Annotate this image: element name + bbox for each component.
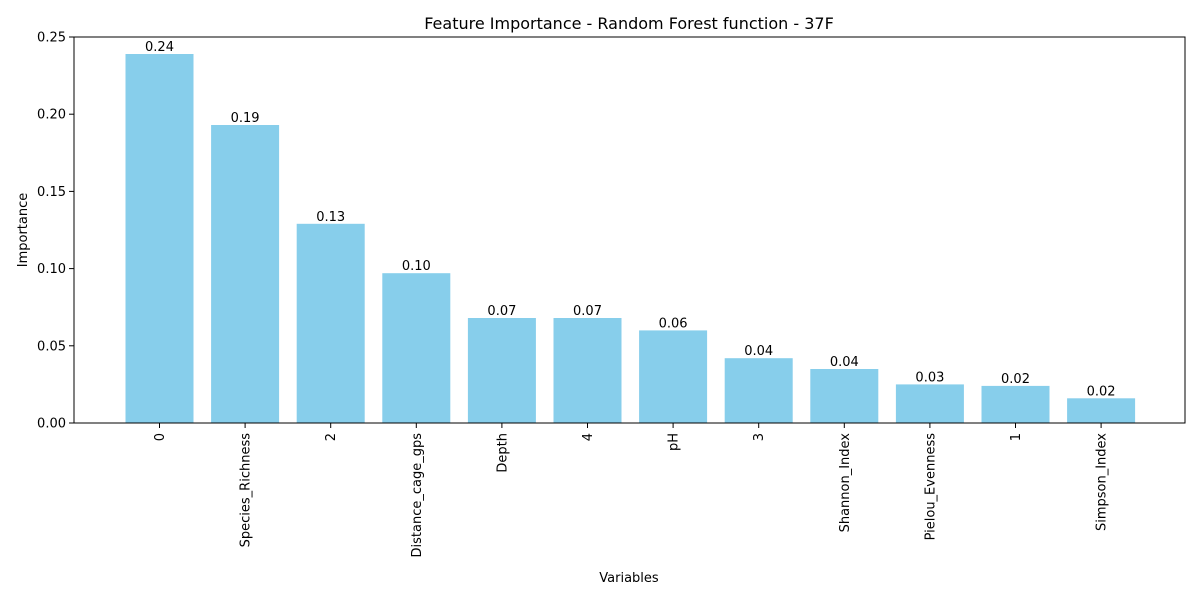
x-tick-label: Simpson_Index	[1095, 433, 1110, 531]
y-tick-label: 0.25	[37, 31, 66, 46]
data-label: 0.10	[402, 259, 431, 274]
chart-title: Feature Importance - Random Forest funct…	[424, 14, 834, 33]
data-label: 0.02	[1001, 372, 1030, 387]
bar-pielou-evenness	[896, 384, 964, 423]
y-tick-label: 0.05	[37, 339, 66, 354]
x-tick-label: Species_Richness	[239, 433, 254, 548]
data-label: 0.13	[316, 210, 345, 225]
x-tick-label: 4	[581, 433, 596, 441]
bar-0	[126, 54, 194, 423]
y-axis: 0.00 0.05 0.10 0.15 0.20 0.25	[37, 31, 74, 432]
bar-depth	[468, 318, 536, 423]
y-tick-label: 0.00	[37, 417, 66, 432]
x-tick-label: Pielou_Evenness	[923, 433, 938, 541]
x-tick-label: 3	[752, 433, 767, 441]
data-label: 0.06	[659, 316, 688, 331]
x-tick-label: 1	[1009, 433, 1024, 441]
bar-3	[725, 358, 793, 423]
bar-1	[982, 386, 1050, 423]
bar-species-richness	[211, 125, 279, 423]
data-label: 0.04	[744, 344, 773, 359]
x-tick-label: Distance_cage_gps	[410, 433, 425, 558]
data-label: 0.19	[231, 111, 260, 126]
y-tick-label: 0.20	[37, 108, 66, 123]
bar-ph	[639, 330, 707, 423]
data-label: 0.03	[915, 370, 944, 385]
bars-layer	[126, 54, 1136, 423]
bar-4	[554, 318, 622, 423]
y-axis-label: Importance	[16, 193, 31, 268]
data-label: 0.04	[830, 355, 859, 370]
bar-shannon-index	[810, 369, 878, 423]
x-axis: 0 Species_Richness 2 Distance_cage_gps Depth…	[153, 423, 1110, 557]
data-label: 0.24	[145, 40, 174, 55]
x-tick-label: pH	[667, 433, 682, 451]
data-label: 0.07	[573, 304, 602, 319]
x-tick-label: Shannon_Index	[838, 433, 853, 533]
x-axis-label: Variables	[599, 571, 659, 586]
x-tick-label: 0	[153, 433, 168, 441]
data-label: 0.02	[1087, 384, 1116, 399]
x-tick-label: 2	[324, 433, 339, 441]
bar-simpson-index	[1067, 398, 1135, 423]
bar-2	[297, 224, 365, 423]
data-labels-layer: 0.24 0.19 0.13 0.10 0.07 0.07 0.06 0.04 0.04 0.03…	[145, 40, 1116, 399]
bar-distance-cage-gps	[382, 273, 450, 423]
y-tick-label: 0.10	[37, 262, 66, 277]
y-tick-label: 0.15	[37, 185, 66, 200]
data-label: 0.07	[487, 304, 516, 319]
x-tick-label: Depth	[495, 433, 510, 473]
